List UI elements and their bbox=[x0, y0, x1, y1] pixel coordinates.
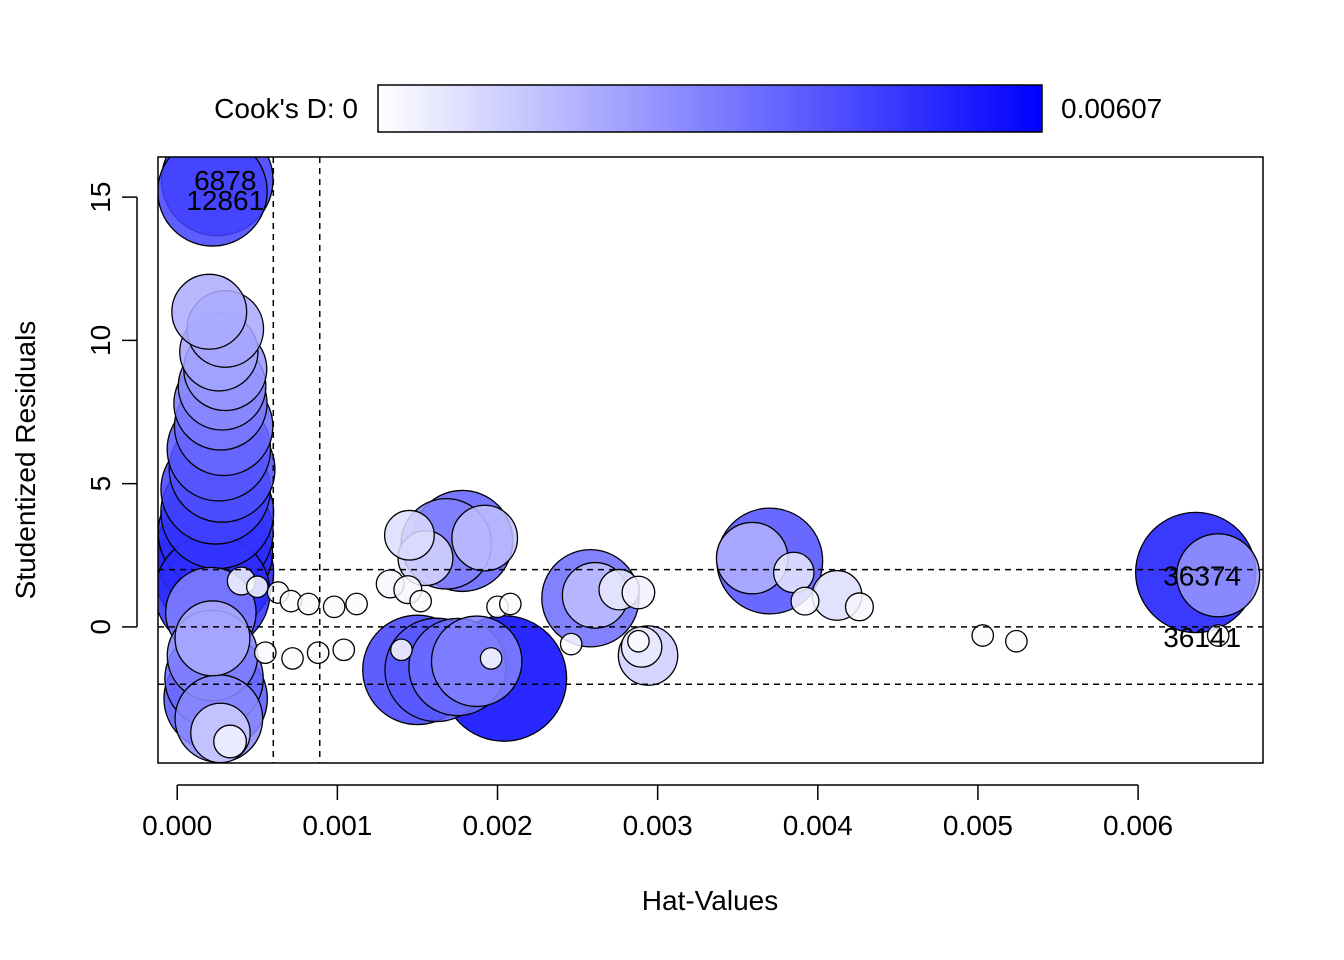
colorbar-min-label: Cook's D: 0 bbox=[214, 93, 358, 124]
data-point bbox=[322, 595, 346, 619]
data-point bbox=[383, 509, 435, 561]
data-point bbox=[498, 592, 522, 616]
data-point bbox=[621, 575, 656, 610]
data-point bbox=[409, 589, 432, 613]
y-tick-label: 15 bbox=[85, 182, 116, 213]
x-tick-label: 0.001 bbox=[302, 810, 372, 841]
x-axis: 0.000 0.001 0.002 0.003 0.004 0.005 0.006 bbox=[142, 784, 1173, 841]
x-tick-label: 0.006 bbox=[1103, 810, 1173, 841]
data-point bbox=[174, 600, 251, 677]
data-point bbox=[790, 586, 820, 616]
point-label: 36374 bbox=[1163, 560, 1241, 591]
point-label: 12861 bbox=[186, 185, 264, 216]
colorbar-legend: Cook's D: 0 0.00607 bbox=[214, 84, 1162, 133]
x-tick-label: 0.005 bbox=[943, 810, 1013, 841]
data-point bbox=[281, 647, 304, 670]
data-point bbox=[171, 273, 248, 350]
data-point bbox=[390, 638, 413, 662]
point-label: 36141 bbox=[1163, 622, 1241, 653]
y-axis-title: Studentized Residuals bbox=[10, 321, 41, 600]
y-tick-label: 10 bbox=[85, 325, 116, 356]
data-point bbox=[1005, 629, 1028, 653]
data-point bbox=[297, 592, 320, 616]
y-axis: 0 5 10 15 bbox=[85, 182, 138, 635]
data-point bbox=[451, 504, 519, 572]
x-tick-label: 0.002 bbox=[462, 810, 532, 841]
data-point bbox=[772, 551, 815, 594]
plot-frame bbox=[157, 156, 1264, 764]
y-tick-label: 5 bbox=[85, 476, 116, 492]
data-point bbox=[430, 615, 523, 708]
data-point bbox=[345, 592, 368, 616]
data-point bbox=[479, 647, 503, 670]
data-point bbox=[627, 629, 650, 653]
data-point bbox=[844, 592, 874, 622]
data-point bbox=[971, 624, 995, 647]
data-point bbox=[306, 641, 330, 665]
point-label: 6878 bbox=[194, 165, 256, 196]
data-point bbox=[1206, 624, 1230, 647]
data-point bbox=[245, 575, 269, 599]
data-point bbox=[332, 638, 356, 662]
colorbar-gradient bbox=[377, 84, 1043, 133]
x-tick-label: 0.004 bbox=[783, 810, 853, 841]
x-axis-title: Hat-Values bbox=[642, 885, 778, 916]
reference-lines bbox=[158, 157, 1263, 763]
x-tick-label: 0.003 bbox=[623, 810, 693, 841]
data-point bbox=[158, 157, 268, 247]
data-point bbox=[559, 632, 583, 656]
data-point bbox=[1176, 533, 1261, 618]
x-tick-label: 0.000 bbox=[142, 810, 212, 841]
colorbar-max-label: 0.00607 bbox=[1061, 93, 1162, 124]
y-tick-label: 0 bbox=[85, 619, 116, 635]
data-point bbox=[213, 724, 248, 759]
data-point bbox=[253, 641, 277, 665]
